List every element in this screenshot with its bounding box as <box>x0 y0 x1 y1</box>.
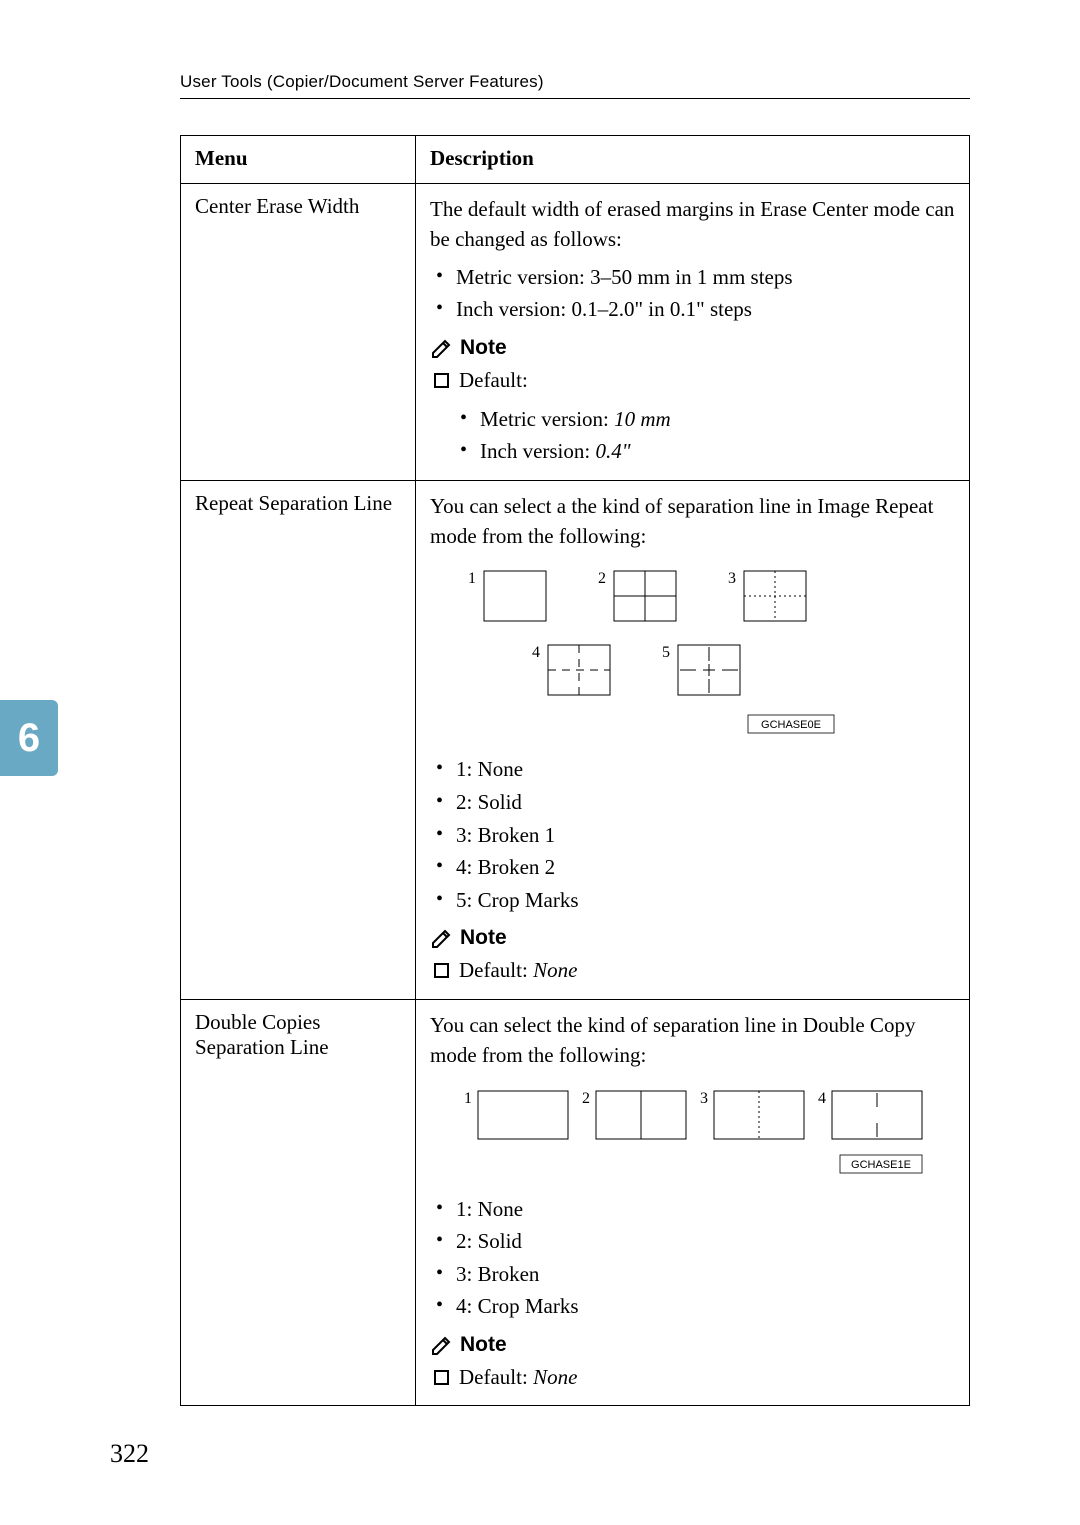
th-description: Description <box>416 136 970 184</box>
list-item: 4: Broken 2 <box>434 851 955 884</box>
note-heading: Note <box>430 926 955 950</box>
page-body: User Tools (Copier/Document Server Featu… <box>0 0 1080 1466</box>
pencil-icon <box>430 1333 454 1357</box>
option-list: 1: None 2: Solid 3: Broken 4: Crop Marks <box>430 1193 955 1323</box>
table-header-row: Menu Description <box>181 136 970 184</box>
list-item: Inch version: 0.4" <box>458 435 955 468</box>
option-list: Metric version: 3–50 mm in 1 mm steps In… <box>430 261 955 326</box>
diagram-label: 1 <box>468 570 476 587</box>
running-head: User Tools (Copier/Document Server Featu… <box>180 72 970 99</box>
table-row: Double Copies Separation Line You can se… <box>181 999 970 1406</box>
note-label: Note <box>460 1333 507 1357</box>
list-item: 2: Solid <box>434 786 955 819</box>
list-item: Inch version: 0.1–2.0" in 0.1" steps <box>434 293 955 326</box>
list-item: 4: Crop Marks <box>434 1290 955 1323</box>
diagram-footer: GCHASE0E <box>761 719 821 731</box>
list-item: 2: Solid <box>434 1225 955 1258</box>
table-row: Center Erase Width The default width of … <box>181 184 970 481</box>
diagram-label: 4 <box>532 644 540 661</box>
separator-diagram-5: 1 2 3 4 <box>448 565 838 745</box>
diagram-label: 3 <box>728 570 736 587</box>
section-tab: 6 <box>0 700 58 776</box>
diagram-footer: GCHASE1E <box>851 1159 911 1171</box>
list-item: Metric version: 10 mm <box>458 403 955 436</box>
separator-diagram-4: 1 2 3 4 <box>448 1085 928 1185</box>
settings-table: Menu Description Center Erase Width The … <box>180 135 970 1406</box>
table-row: Repeat Separation Line You can select a … <box>181 480 970 999</box>
diagram-label: 3 <box>700 1090 708 1107</box>
default-line: Default: <box>430 364 955 397</box>
page-number: 322 <box>110 1439 149 1469</box>
option-list: 1: None 2: Solid 3: Broken 1 4: Broken 2… <box>430 753 955 916</box>
list-item: 3: Broken <box>434 1258 955 1291</box>
list-item: 1: None <box>434 753 955 786</box>
default-option-list: Metric version: 10 mm Inch version: 0.4" <box>430 403 955 468</box>
checkbox-icon <box>434 963 449 978</box>
default-prefix: Inch version: <box>480 439 595 463</box>
pencil-icon <box>430 926 454 950</box>
pencil-icon <box>430 336 454 360</box>
intro-text: You can select a the kind of separation … <box>430 491 955 552</box>
diagram-label: 1 <box>464 1090 472 1107</box>
cell-menu: Repeat Separation Line <box>181 480 416 999</box>
cell-description: You can select a the kind of separation … <box>416 480 970 999</box>
default-prefix: Default: <box>459 958 533 982</box>
intro-text: You can select the kind of separation li… <box>430 1010 955 1071</box>
checkbox-icon <box>434 1370 449 1385</box>
diagram-label: 4 <box>818 1090 826 1107</box>
diagram-label: 5 <box>662 644 670 661</box>
default-value: None <box>533 1365 577 1389</box>
list-item: 5: Crop Marks <box>434 884 955 917</box>
note-heading: Note <box>430 336 955 360</box>
default-value: None <box>533 958 577 982</box>
checkbox-icon <box>434 373 449 388</box>
default-line: Default: None <box>430 954 955 987</box>
cell-description: The default width of erased margins in E… <box>416 184 970 481</box>
diagram-label: 2 <box>582 1090 590 1107</box>
list-item: Metric version: 3–50 mm in 1 mm steps <box>434 261 955 294</box>
default-prefix: Default: <box>459 1365 533 1389</box>
th-menu: Menu <box>181 136 416 184</box>
cell-description: You can select the kind of separation li… <box>416 999 970 1406</box>
note-heading: Note <box>430 1333 955 1357</box>
list-item: 1: None <box>434 1193 955 1226</box>
note-label: Note <box>460 926 507 950</box>
default-value: 10 mm <box>614 407 671 431</box>
diagram-label: 2 <box>598 570 606 587</box>
cell-menu: Center Erase Width <box>181 184 416 481</box>
default-label: Default: <box>459 368 528 392</box>
list-item: 3: Broken 1 <box>434 819 955 852</box>
default-line: Default: None <box>430 1361 955 1394</box>
note-label: Note <box>460 336 507 360</box>
cell-menu: Double Copies Separation Line <box>181 999 416 1406</box>
intro-text: The default width of erased margins in E… <box>430 194 955 255</box>
default-value: 0.4" <box>595 439 630 463</box>
default-prefix: Metric version: <box>480 407 614 431</box>
